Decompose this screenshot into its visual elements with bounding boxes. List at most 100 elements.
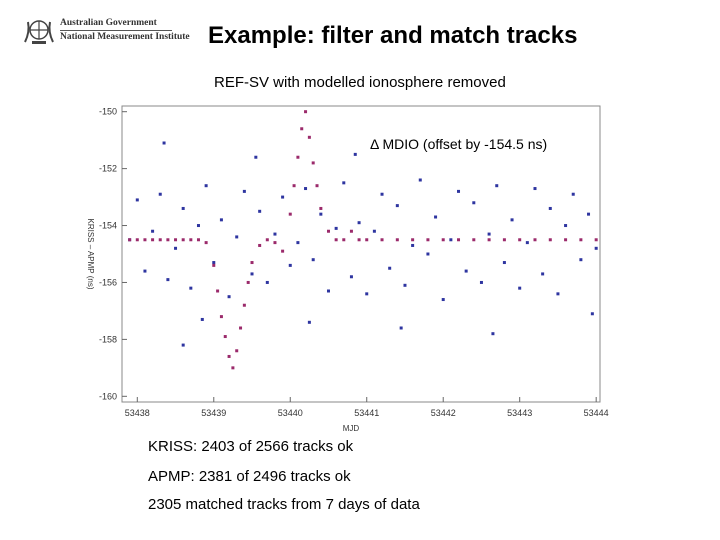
data-point-s1 <box>189 238 193 242</box>
data-point-s0 <box>564 224 568 228</box>
apmp-stats: APMP: 2381 of 2496 tracks ok <box>148 468 351 485</box>
org-name-line2: National Measurement Institute <box>60 32 190 42</box>
x-tick-label: 53444 <box>584 408 609 418</box>
data-point-s0 <box>434 215 438 219</box>
data-point-s0 <box>587 212 591 216</box>
data-point-s1 <box>594 238 598 242</box>
y-tick-label: -156 <box>99 277 117 287</box>
data-point-s1 <box>281 249 285 253</box>
y-tick-label: -158 <box>99 334 117 344</box>
data-point-s0 <box>579 258 583 262</box>
data-point-s0 <box>372 229 376 233</box>
data-point-s1 <box>151 238 155 242</box>
data-point-s0 <box>326 289 330 293</box>
data-point-s0 <box>162 141 166 145</box>
org-name-line1: Australian Government <box>60 18 157 28</box>
data-point-s0 <box>196 224 200 228</box>
data-point-s1 <box>533 238 537 242</box>
data-point-s1 <box>212 263 216 267</box>
data-point-s1 <box>219 315 223 319</box>
data-point-s0 <box>594 246 598 250</box>
data-point-s0 <box>219 218 223 222</box>
data-point-s1 <box>311 161 315 165</box>
data-point-s0 <box>288 263 292 267</box>
data-point-s0 <box>342 181 346 185</box>
data-point-s0 <box>487 232 491 236</box>
data-point-s1 <box>502 238 506 242</box>
data-point-s0 <box>281 195 285 199</box>
x-tick-label: 53442 <box>431 408 456 418</box>
annotation-bg <box>366 131 578 155</box>
data-point-s0 <box>189 286 193 290</box>
data-point-s1 <box>365 238 369 242</box>
data-point-s0 <box>296 241 300 245</box>
data-point-s0 <box>495 184 499 188</box>
data-point-s0 <box>399 326 403 330</box>
agency-logo: Australian Government National Measureme… <box>22 14 190 50</box>
data-point-s0 <box>135 198 139 202</box>
data-point-s1 <box>196 238 200 242</box>
data-point-s0 <box>273 232 277 236</box>
data-point-s0 <box>571 192 575 196</box>
data-point-s1 <box>334 238 338 242</box>
data-point-s0 <box>353 152 357 156</box>
data-point-s0 <box>200 317 204 321</box>
data-point-s0 <box>254 155 258 159</box>
data-point-s1 <box>426 238 430 242</box>
data-point-s0 <box>227 295 231 299</box>
data-point-s0 <box>265 280 269 284</box>
data-point-s1 <box>548 238 552 242</box>
data-point-s0 <box>590 312 594 316</box>
data-point-s1 <box>204 241 208 245</box>
data-point-s0 <box>502 261 506 265</box>
matched-stats: 2305 matched tracks from 7 days of data <box>148 496 420 513</box>
data-point-s1 <box>273 241 277 245</box>
slide-subtitle: REF-SV with modelled ionosphere removed <box>214 74 506 91</box>
data-point-s1 <box>564 238 568 242</box>
data-point-s1 <box>296 155 300 159</box>
data-point-s1 <box>380 238 384 242</box>
data-point-s1 <box>239 326 243 330</box>
data-point-s0 <box>426 252 430 256</box>
data-point-s1 <box>487 238 491 242</box>
data-point-s1 <box>411 238 415 242</box>
y-tick-label: -154 <box>99 221 117 231</box>
data-point-s1 <box>246 280 250 284</box>
data-point-s1 <box>166 238 170 242</box>
data-point-s1 <box>223 335 227 339</box>
data-point-s0 <box>242 189 246 193</box>
data-point-s1 <box>143 238 147 242</box>
data-point-s0 <box>235 235 239 239</box>
data-point-s1 <box>231 366 235 370</box>
data-point-s0 <box>548 206 552 210</box>
data-point-s1 <box>300 127 304 131</box>
data-point-s1 <box>292 184 296 188</box>
data-point-s0 <box>464 269 468 273</box>
data-point-s0 <box>380 192 384 196</box>
y-tick-label: -150 <box>99 107 117 117</box>
data-point-s0 <box>510 218 514 222</box>
data-point-s1 <box>457 238 461 242</box>
x-tick-label: 53439 <box>201 408 226 418</box>
data-point-s0 <box>418 178 422 182</box>
data-point-s1 <box>579 238 583 242</box>
data-point-s1 <box>288 212 292 216</box>
data-point-s0 <box>518 286 522 290</box>
data-point-s0 <box>449 238 453 242</box>
data-point-s0 <box>556 292 560 296</box>
data-point-s0 <box>479 280 483 284</box>
data-point-s0 <box>250 272 254 276</box>
data-point-s1 <box>181 238 185 242</box>
data-point-s1 <box>395 238 399 242</box>
data-point-s0 <box>181 206 185 210</box>
data-point-s0 <box>411 243 415 247</box>
annotation-label: Δ MDIO (offset by -154.5 ns) <box>370 136 547 152</box>
data-point-s1 <box>128 238 132 242</box>
data-point-s0 <box>457 189 461 193</box>
data-point-s0 <box>181 343 185 347</box>
data-point-s0 <box>319 212 323 216</box>
y-tick-label: -152 <box>99 164 117 174</box>
data-point-s1 <box>135 238 139 242</box>
data-point-s1 <box>315 184 319 188</box>
